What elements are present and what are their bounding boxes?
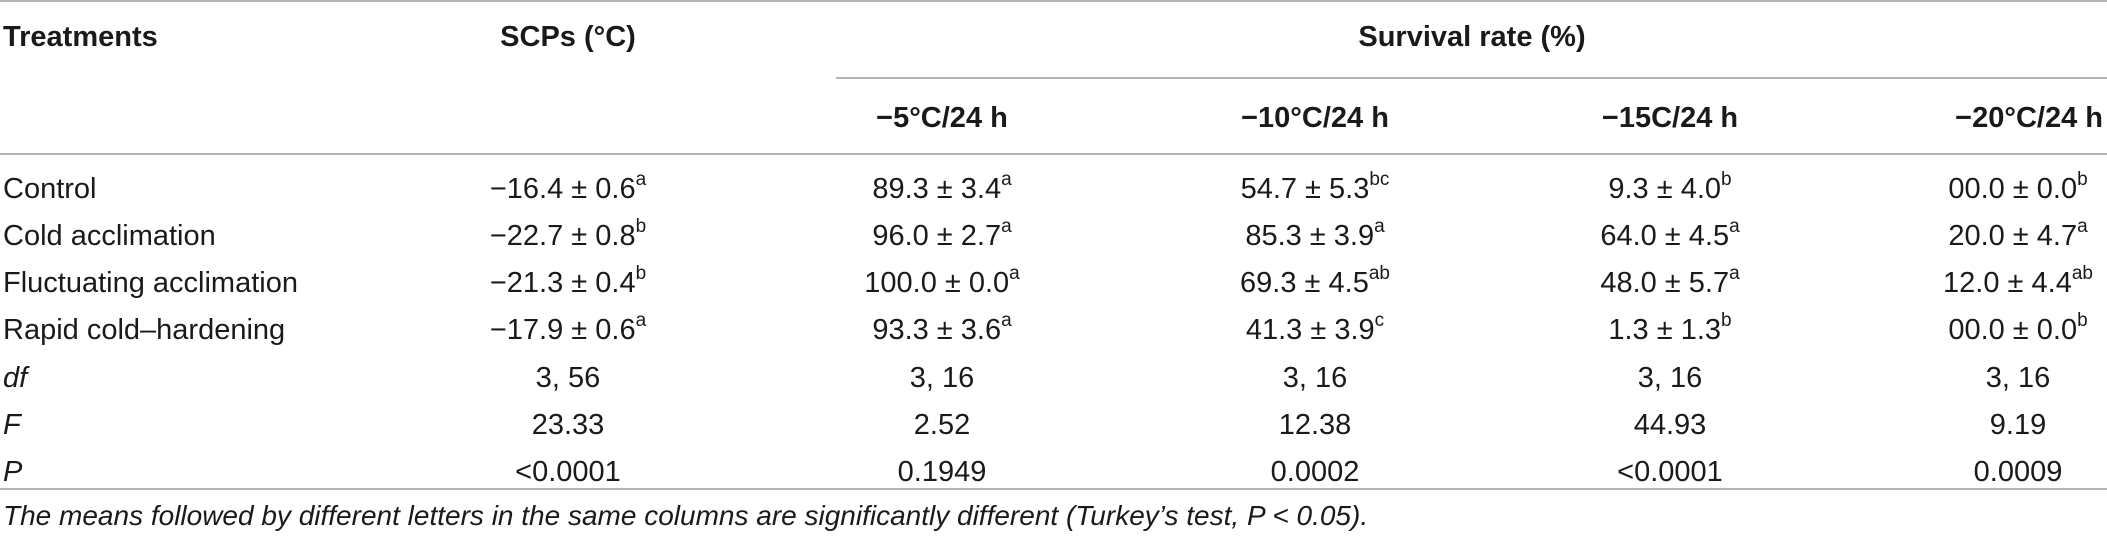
table-cell: 23.33 <box>531 409 605 441</box>
survival-group-rule <box>836 77 2107 79</box>
cell-value: −22.7 ± 0.8 <box>489 220 636 252</box>
cell-value: 54.7 ± 5.3 <box>1240 173 1370 205</box>
table-cell: 00.0 ± 0.0b <box>1948 169 2088 206</box>
table-cell: 2.52 <box>913 409 971 441</box>
cell-superscript: a <box>1001 169 1012 191</box>
header-scps: SCPs (°C) <box>500 21 636 53</box>
stat-label-p: P <box>3 456 23 488</box>
cell-value: 20.0 ± 4.7 <box>1948 220 2078 252</box>
cell-superscript: a <box>2077 216 2088 238</box>
row-label: Fluctuating acclimation <box>3 267 298 299</box>
cell-superscript: a <box>1729 216 1740 238</box>
cell-value: −16.4 ± 0.6 <box>489 173 636 205</box>
table-cell: 12.38 <box>1278 409 1352 441</box>
cell-value: 69.3 ± 4.5 <box>1240 267 1369 299</box>
table-cell: 0.0002 <box>1270 456 1360 488</box>
cell-superscript: b <box>2077 310 2088 332</box>
row-label: Rapid cold–hardening <box>3 314 286 346</box>
cell-superscript: b <box>2077 169 2088 191</box>
table-cell: −22.7 ± 0.8b <box>489 216 647 253</box>
table-cell: 3, 16 <box>1637 362 1703 394</box>
cell-superscript: b <box>635 263 647 285</box>
cell-superscript: a <box>1009 263 1020 285</box>
cell-value: 85.3 ± 3.9 <box>1245 220 1375 252</box>
header-minus10: −10°C/24 h <box>1241 102 1389 134</box>
table-cell: 100.0 ± 0.0a <box>864 263 1020 300</box>
table-cell: 0.1949 <box>897 456 987 488</box>
cell-value: 96.0 ± 2.7 <box>872 220 1002 252</box>
cell-value: 41.3 ± 3.9 <box>1245 314 1375 346</box>
header-minus20: −20°C/24 h <box>1955 102 2103 134</box>
table-footnote: The means followed by different letters … <box>3 500 1369 531</box>
header-bottom-rule <box>0 153 2107 155</box>
cell-value: −17.9 ± 0.6 <box>489 314 636 346</box>
row-label: Cold acclimation <box>3 220 216 252</box>
table-cell: 89.3 ± 3.4a <box>872 169 1012 206</box>
table-cell: 96.0 ± 2.7a <box>872 216 1012 253</box>
table-bottom-rule <box>0 488 2107 490</box>
table-cell: 0.0009 <box>1973 456 2063 488</box>
table-cell: <0.0001 <box>515 456 621 488</box>
table-cell: 41.3 ± 3.9c <box>1245 310 1385 347</box>
top-rule <box>0 0 2107 2</box>
cell-superscript: b <box>1721 169 1732 191</box>
table-cell: 9.3 ± 4.0b <box>1608 169 1732 206</box>
table-cell: 3, 16 <box>1282 362 1348 394</box>
cell-value: 00.0 ± 0.0 <box>1948 314 2078 346</box>
table-cell: 69.3 ± 4.5ab <box>1240 263 1390 300</box>
table-cell: <0.0001 <box>1617 456 1723 488</box>
cell-value: 93.3 ± 3.6 <box>872 314 1002 346</box>
table-cell: 85.3 ± 3.9a <box>1245 216 1385 253</box>
table-cell: −16.4 ± 0.6a <box>489 169 647 206</box>
cell-superscript: a <box>635 310 647 332</box>
cell-value: 9.3 ± 4.0 <box>1608 173 1722 205</box>
cell-superscript: bc <box>1369 169 1390 191</box>
cell-superscript: a <box>1729 263 1740 285</box>
header-treatments: Treatments <box>3 21 158 53</box>
table-cell: −17.9 ± 0.6a <box>489 310 647 347</box>
cell-value: 64.0 ± 4.5 <box>1600 220 1730 252</box>
cell-value: 48.0 ± 5.7 <box>1600 267 1730 299</box>
cell-superscript: ab <box>1368 263 1390 285</box>
cell-superscript: a <box>1001 310 1012 332</box>
table-cell: 54.7 ± 5.3bc <box>1240 169 1390 206</box>
table-cell: 44.93 <box>1633 409 1707 441</box>
header-survival-rate: Survival rate (%) <box>1358 21 1586 53</box>
table-cell: 9.19 <box>1989 409 2047 441</box>
table-cell: 00.0 ± 0.0b <box>1948 310 2088 347</box>
cell-superscript: a <box>1001 216 1012 238</box>
stat-label-f: F <box>3 409 21 441</box>
table-cell: 20.0 ± 4.7a <box>1948 216 2088 253</box>
cell-value: 00.0 ± 0.0 <box>1948 173 2078 205</box>
cell-superscript: a <box>1374 216 1385 238</box>
row-label: Control <box>3 173 97 205</box>
header-minus5: −5°C/24 h <box>876 102 1008 134</box>
cell-superscript: a <box>635 169 647 191</box>
cell-superscript: ab <box>2071 263 2093 285</box>
cell-superscript: b <box>635 216 647 238</box>
cell-value: 12.0 ± 4.4 <box>1943 267 2072 299</box>
table-cell: 3, 16 <box>1985 362 2051 394</box>
table-cell: 12.0 ± 4.4ab <box>1943 263 2093 300</box>
cell-value: 100.0 ± 0.0 <box>864 267 1010 299</box>
table-cell: 1.3 ± 1.3b <box>1608 310 1732 347</box>
table-cell: 48.0 ± 5.7a <box>1600 263 1740 300</box>
table-cell: 93.3 ± 3.6a <box>872 310 1012 347</box>
cell-superscript: c <box>1374 310 1385 332</box>
header-minus15: −15C/24 h <box>1601 102 1739 134</box>
cell-value: 1.3 ± 1.3 <box>1608 314 1722 346</box>
table-cell: 3, 56 <box>535 362 601 394</box>
cell-superscript: b <box>1721 310 1732 332</box>
table-cell: −21.3 ± 0.4b <box>489 263 647 300</box>
cell-value: 89.3 ± 3.4 <box>872 173 1002 205</box>
cell-value: −21.3 ± 0.4 <box>489 267 636 299</box>
table-cell: 64.0 ± 4.5a <box>1600 216 1740 253</box>
stat-label-df: df <box>3 362 28 394</box>
table-cell: 3, 16 <box>909 362 975 394</box>
